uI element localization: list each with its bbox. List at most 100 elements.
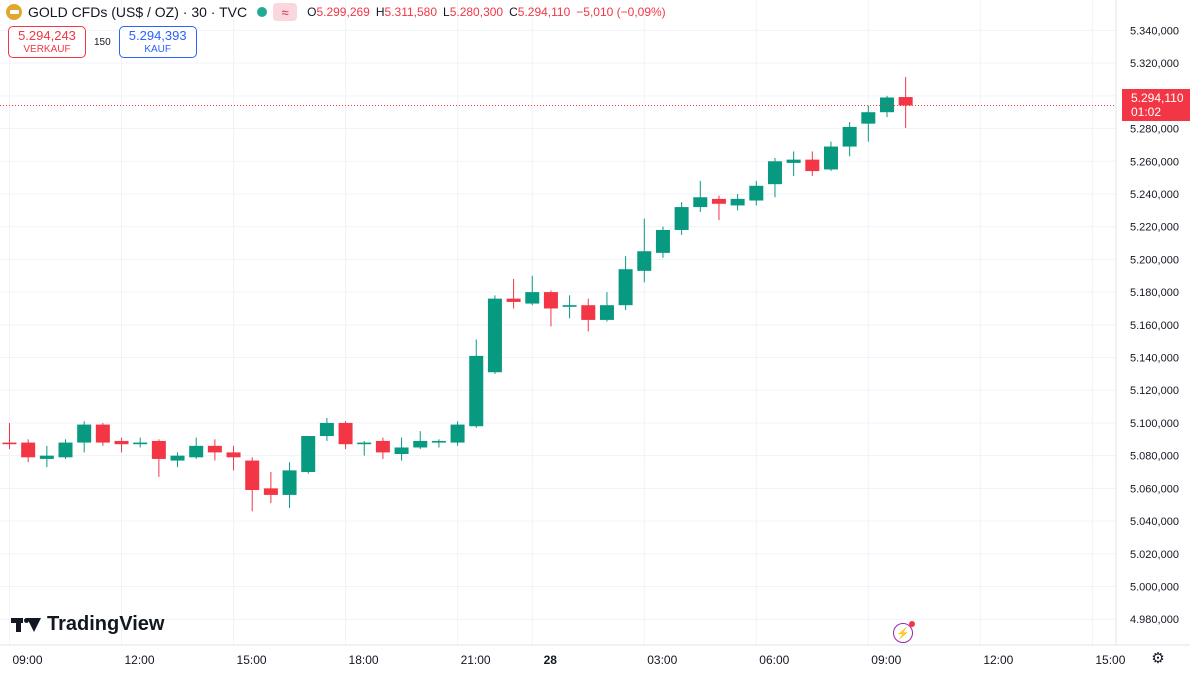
spread-value: 150 — [94, 36, 111, 48]
chart-header: GOLD CFDs (US$ / OZ) · 30 · TVC ≈ O5.299… — [6, 2, 666, 22]
symbol-title[interactable]: GOLD CFDs (US$ / OZ) · 30 · TVC — [28, 4, 248, 20]
ohlc-high-key: H — [375, 5, 385, 19]
ohlc-values: O5.299,269 H5.311,580 L5.280,300 C5.294,… — [307, 5, 666, 19]
candle-body — [263, 488, 278, 495]
ohlc-close-value: 5.294,110 — [517, 5, 571, 19]
candle-body — [525, 292, 540, 304]
candle-body — [450, 424, 465, 443]
x-tick-label: 15:00 — [237, 653, 267, 667]
candle-body — [618, 269, 633, 306]
candle-body — [207, 445, 222, 453]
y-tick-label: 5.100,000 — [1130, 418, 1179, 430]
candle-body — [58, 442, 73, 458]
candle-body — [357, 442, 372, 445]
candle-body — [301, 436, 316, 473]
candle-body — [338, 422, 353, 445]
y-tick-label: 5.340,000 — [1130, 25, 1179, 37]
y-tick-label: 5.220,000 — [1130, 222, 1179, 234]
notification-dot — [909, 621, 915, 627]
candle-body — [77, 424, 92, 443]
candle-body — [189, 445, 204, 458]
approx-icon[interactable]: ≈ — [273, 3, 298, 21]
candle-body — [282, 470, 297, 495]
candle-body — [637, 251, 652, 271]
ohlc-change: −5,010 (−0,09%) — [576, 5, 665, 19]
candle-body — [95, 424, 110, 443]
candle-body — [805, 159, 820, 172]
x-tick-label: 09:00 — [871, 653, 901, 667]
y-tick-label: 5.120,000 — [1130, 385, 1179, 397]
candle-body — [375, 440, 390, 453]
candle-body — [133, 442, 148, 445]
sell-button[interactable]: 5.294,243 VERKAUF — [8, 26, 86, 58]
candle-body — [543, 292, 558, 309]
ohlc-high-value: 5.311,580 — [384, 5, 438, 19]
candle-body — [394, 447, 409, 455]
y-tick-label: 5.160,000 — [1130, 320, 1179, 332]
x-tick-label: 12:00 — [983, 653, 1013, 667]
ohlc-open-key: O — [307, 5, 317, 19]
candle-body — [879, 97, 894, 113]
y-tick-label: 5.000,000 — [1130, 582, 1179, 594]
sell-price: 5.294,243 — [18, 27, 76, 43]
watermark-text: TradingView — [47, 613, 165, 635]
sell-label: VERKAUF — [23, 43, 71, 55]
y-tick-label: 5.060,000 — [1130, 483, 1179, 495]
candle-body — [674, 207, 689, 230]
candle-body — [767, 161, 782, 185]
ohlc-close: C5.294,110 — [509, 5, 570, 19]
y-tick-label: 5.200,000 — [1130, 254, 1179, 266]
gear-icon[interactable]: ⚙ — [1151, 650, 1165, 667]
x-tick-label: 06:00 — [759, 653, 789, 667]
lightning-icon[interactable]: ⚡ — [893, 621, 915, 643]
x-tick-label: 21:00 — [461, 653, 491, 667]
tradingview-watermark[interactable]: TradingView — [11, 613, 164, 636]
market-open-dot-icon[interactable] — [257, 7, 268, 17]
candle-body — [487, 298, 502, 373]
candle-body — [786, 159, 801, 163]
candle-body — [842, 126, 857, 147]
y-tick-label: 5.320,000 — [1130, 58, 1179, 70]
candles — [2, 76, 913, 512]
y-tick-label: 5.260,000 — [1130, 156, 1179, 168]
candle-body — [655, 229, 670, 253]
y-tick-label: 5.180,000 — [1130, 287, 1179, 299]
candle-body — [581, 305, 596, 320]
y-tick-label: 5.080,000 — [1130, 451, 1179, 463]
candle-body — [861, 112, 876, 124]
y-tick-label: 5.020,000 — [1130, 549, 1179, 561]
gold-coin-icon[interactable] — [6, 4, 22, 20]
buy-label: KAUF — [144, 43, 172, 55]
grid — [0, 0, 1116, 645]
candle-body — [114, 440, 129, 445]
y-tick-label: 5.140,000 — [1130, 353, 1179, 365]
candle-body — [506, 298, 521, 302]
trade-panel: 5.294,243 VERKAUF 150 5.294,393 KAUF — [8, 26, 197, 58]
last-price-tag: 5.294,110 01:02 — [1122, 89, 1190, 121]
candle-body — [21, 442, 36, 458]
candle-body — [693, 197, 708, 208]
ohlc-low-value: 5.280,300 — [449, 5, 504, 19]
candle-body — [226, 452, 241, 458]
ohlc-high: H5.311,580 — [376, 5, 437, 19]
y-tick-label: 4.980,000 — [1130, 614, 1179, 626]
y-tick-label: 5.040,000 — [1130, 516, 1179, 528]
candle-body — [245, 460, 260, 491]
ohlc-low: L5.280,300 — [443, 5, 503, 19]
tradingview-logo-icon — [11, 614, 41, 636]
candle-body — [469, 355, 484, 427]
ohlc-change-value: −5,010 (−0,09%) — [576, 5, 666, 19]
candle-body — [562, 305, 577, 307]
ohlc-open: O5.299,269 — [307, 5, 370, 19]
candle-body — [39, 455, 54, 459]
candle-body — [898, 97, 913, 106]
candle-body — [413, 440, 428, 448]
buy-button[interactable]: 5.294,393 KAUF — [118, 26, 197, 58]
x-tick-label: 03:00 — [647, 653, 677, 667]
buy-price: 5.294,393 — [128, 27, 187, 43]
candle-body — [823, 146, 838, 170]
candle-body — [151, 440, 166, 459]
x-tick-label: 28 — [544, 653, 558, 667]
